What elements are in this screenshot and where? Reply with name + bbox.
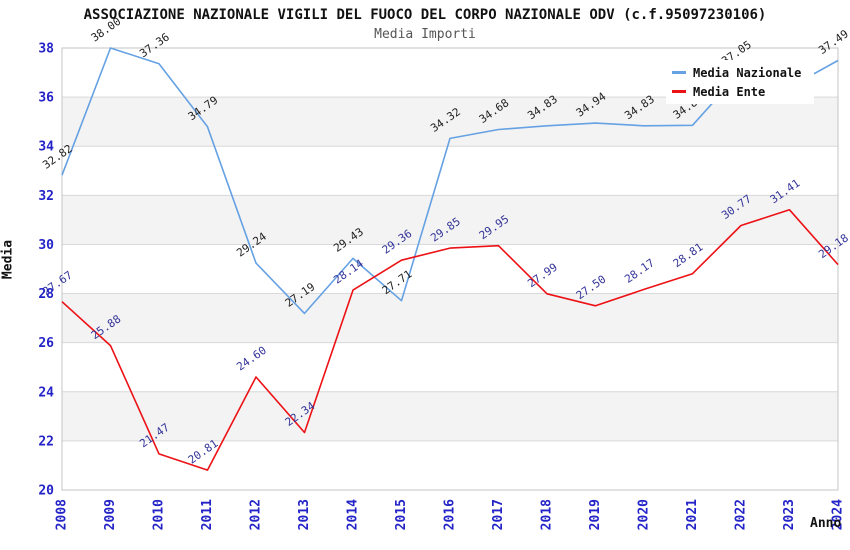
point-label: 37.36	[137, 31, 172, 61]
grid-bands	[62, 97, 838, 441]
y-tick-label: 34	[38, 140, 54, 155]
legend-item-media-nazionale: Media Nazionale	[666, 66, 814, 80]
point-label: 38.00	[89, 15, 124, 45]
point-label: 28.17	[622, 256, 657, 286]
point-label: 24.60	[234, 344, 269, 374]
y-tick-label: 38	[38, 42, 54, 57]
x-tick-label: 2020	[637, 499, 652, 530]
x-tick-label: 2009	[103, 499, 118, 530]
y-tick-label: 28	[38, 287, 54, 302]
legend-label: Media Nazionale	[693, 65, 802, 80]
point-label: 37.49	[816, 27, 850, 57]
y-tick-label: 24	[38, 385, 54, 400]
point-label: 28.14	[331, 257, 366, 287]
x-tick-label: 2022	[734, 499, 749, 530]
y-tick-label: 22	[38, 434, 54, 449]
x-tick-label: 2015	[394, 499, 409, 530]
media-ente-line-swatch	[672, 90, 686, 93]
media-nazionale-line-swatch	[672, 71, 686, 74]
x-tick-label: 2011	[200, 499, 215, 530]
legend-label: Media Ente	[693, 84, 766, 99]
y-tick-label: 32	[38, 189, 54, 204]
x-axis-title: Anno	[810, 516, 842, 531]
x-tick-label: 2017	[491, 499, 506, 530]
x-tick-label: 2010	[152, 499, 167, 530]
x-tick-labels: 2008 2009 2010 2011 2012 2013 2014 2015 2016 2017…	[55, 499, 846, 530]
x-tick-label: 2023	[782, 499, 797, 530]
plot-border	[61, 47, 839, 491]
y-tick-labels: 20 22 24 26 28 30 32 34 36 38	[38, 42, 54, 499]
series-line-media-nazionale	[61, 47, 839, 315]
y-tick-label: 20	[38, 484, 54, 499]
x-tick-label: 2012	[249, 499, 264, 530]
y-axis-title: Media	[0, 239, 16, 280]
x-tick-label: 2024	[831, 499, 846, 530]
x-tick-label: 2016	[443, 499, 458, 530]
legend: Media Nazionale Media Ente	[666, 60, 814, 104]
x-tick-label: 2008	[55, 499, 70, 530]
chart-title: ASSOCIAZIONE NAZIONALE VIGILI DEL FUOCO …	[83, 7, 767, 23]
legend-item-media-ente: Media Ente	[666, 85, 814, 99]
y-tick-label: 36	[38, 91, 54, 106]
point-label: 27.99	[525, 261, 560, 291]
x-tick-label: 2019	[588, 499, 603, 530]
x-tick-label: 2013	[297, 499, 312, 530]
chart-subtitle: Media Importi	[374, 27, 476, 42]
x-tick-label: 2021	[685, 499, 700, 530]
point-label: 27.71	[380, 268, 415, 298]
y-tick-label: 26	[38, 336, 54, 351]
y-tick-label: 30	[38, 238, 54, 253]
x-tick-label: 2018	[540, 499, 555, 530]
series-line-media-ente	[61, 209, 839, 471]
x-tick-label: 2014	[346, 499, 361, 530]
